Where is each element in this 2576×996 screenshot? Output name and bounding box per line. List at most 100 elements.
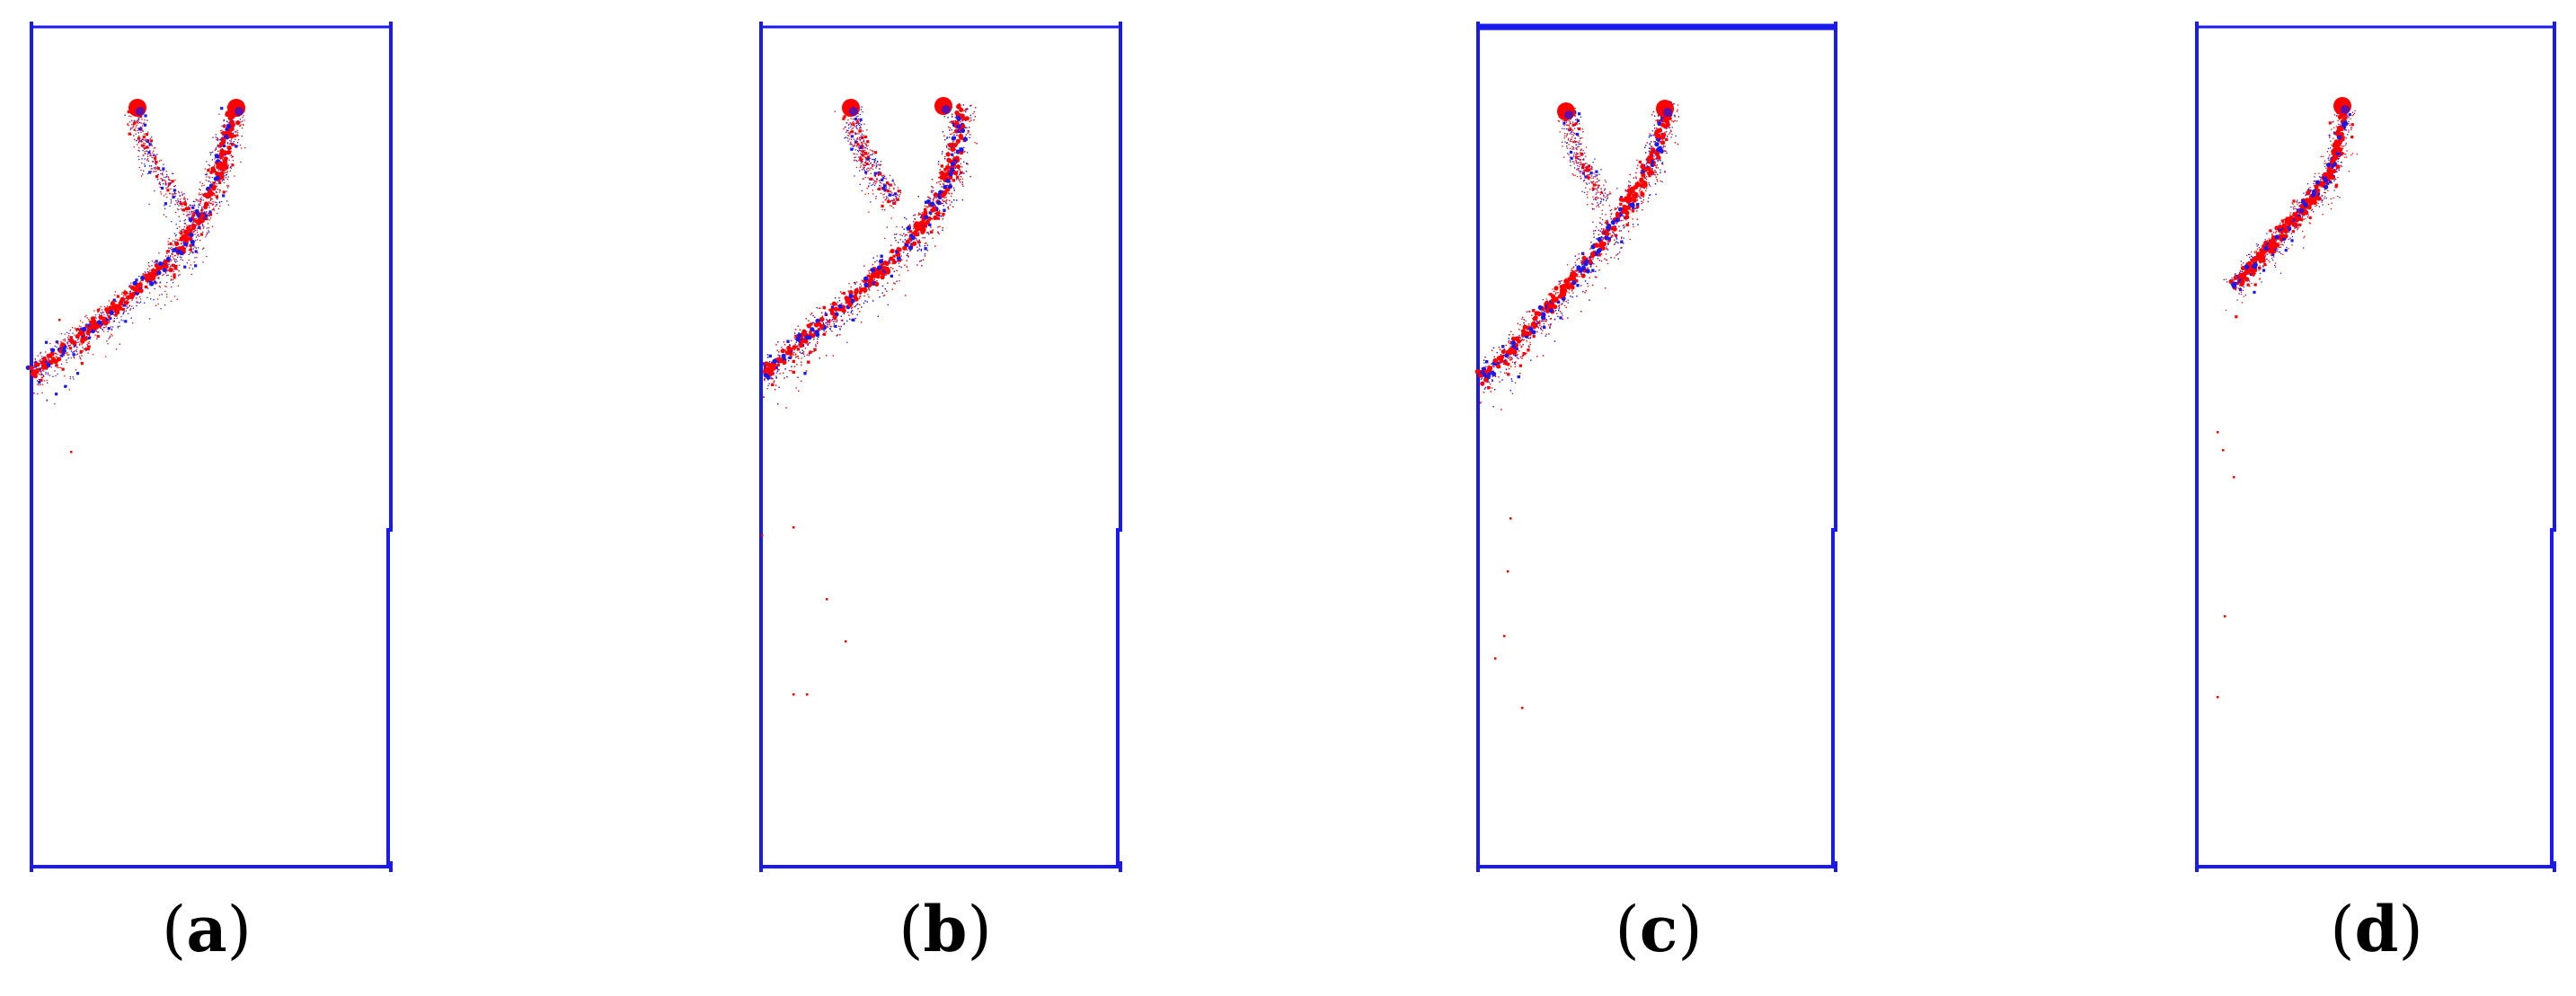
shear-crack-point: [141, 138, 143, 140]
shear-crack-point: [197, 247, 199, 249]
tension-crack-point: [55, 356, 57, 357]
tension-crack-point: [155, 168, 156, 170]
crack-origin-blob-core: [235, 107, 243, 116]
tension-crack-point: [188, 249, 190, 251]
shear-crack-point: [884, 287, 887, 290]
shear-crack-point: [69, 375, 71, 378]
tension-crack-point: [968, 131, 969, 133]
shear-crack-point: [875, 196, 877, 198]
tension-crack-point: [132, 322, 134, 324]
shear-crack-point: [205, 173, 207, 176]
tension-crack-point: [140, 169, 142, 172]
shear-crack-point: [194, 229, 196, 232]
shear-crack-point: [860, 154, 863, 156]
tension-crack-point: [797, 355, 799, 357]
shear-crack-point: [173, 270, 175, 272]
tension-crack-point: [214, 195, 217, 197]
tension-crack-point: [826, 355, 828, 357]
tension-crack-point: [60, 340, 62, 343]
tension-crack-point: [863, 265, 865, 267]
shear-crack-point: [881, 178, 884, 181]
tension-crack-point: [866, 148, 869, 150]
shear-crack-point: [191, 206, 195, 209]
tension-crack-point: [139, 140, 142, 142]
tension-crack-point: [55, 341, 57, 343]
tension-crack-point: [142, 136, 146, 139]
tension-crack-point: [108, 338, 110, 339]
tension-crack-point: [80, 326, 82, 328]
tension-crack-point: [857, 119, 859, 121]
tension-crack-point: [167, 274, 169, 276]
tension-crack-point: [779, 373, 781, 375]
tension-crack-point: [876, 178, 878, 180]
shear-crack-point: [128, 304, 131, 306]
crack-core-point: [810, 327, 815, 332]
tension-crack-point: [884, 177, 886, 180]
crack-core-point: [764, 361, 769, 366]
crack-core-point: [940, 193, 945, 198]
stray-crack-point: [826, 598, 828, 601]
crack-core-point: [29, 366, 34, 371]
tension-crack-point: [212, 151, 214, 153]
tension-crack-point: [896, 269, 898, 272]
tension-crack-point: [84, 347, 88, 351]
tension-crack-point: [208, 176, 210, 178]
shear-crack-point: [33, 361, 35, 364]
shear-crack-point: [1675, 135, 1677, 137]
shear-crack-point: [831, 318, 834, 321]
tension-crack-point: [850, 123, 852, 125]
crack-core-point: [846, 297, 852, 303]
panel-b-crack-points: [761, 97, 978, 696]
shear-crack-point: [766, 354, 769, 356]
shear-crack-point: [144, 165, 146, 167]
tension-crack-point: [810, 313, 812, 315]
shear-crack-point: [226, 120, 228, 123]
shear-crack-point: [129, 308, 132, 310]
tension-crack-point: [179, 232, 181, 234]
shear-crack-point: [866, 157, 870, 161]
tension-crack-point: [105, 356, 107, 357]
shear-crack-point: [857, 151, 860, 153]
tension-crack-point: [196, 229, 198, 231]
crack-core-point: [870, 268, 875, 273]
shear-crack-point: [917, 196, 919, 198]
shear-crack-point: [934, 204, 936, 207]
shear-crack-point: [809, 353, 810, 355]
tension-crack-point: [863, 123, 865, 125]
shear-crack-point: [937, 232, 939, 234]
tension-crack-point: [938, 176, 940, 179]
shear-crack-point: [943, 208, 946, 212]
tension-crack-point: [870, 172, 872, 174]
tension-crack-point: [226, 163, 228, 165]
shear-crack-point: [181, 191, 182, 193]
tension-crack-point: [219, 169, 221, 171]
tension-crack-point: [899, 252, 901, 254]
shear-crack-point: [87, 336, 91, 340]
shear-crack-point: [61, 352, 65, 356]
shear-crack-point: [888, 193, 892, 197]
shear-crack-point: [192, 200, 195, 203]
tension-crack-point: [41, 392, 43, 394]
tension-crack-point: [893, 182, 895, 184]
shear-crack-point: [210, 152, 212, 154]
tension-crack-point: [149, 150, 151, 152]
shear-crack-point: [803, 372, 807, 375]
tension-crack-point: [214, 201, 216, 203]
shear-crack-point: [818, 336, 819, 339]
shear-crack-point: [57, 373, 58, 375]
tension-crack-point: [893, 198, 895, 200]
shear-crack-point: [846, 320, 848, 322]
crack-core-point: [933, 215, 938, 220]
tension-crack-point: [876, 180, 878, 181]
tension-crack-point: [55, 364, 58, 367]
shear-crack-point: [851, 319, 853, 321]
shear-crack-point: [68, 332, 70, 335]
crack-core-point: [46, 362, 51, 367]
crack-core-point: [960, 113, 965, 119]
tension-crack-point: [195, 217, 197, 219]
shear-crack-point: [871, 167, 872, 169]
shear-crack-point: [52, 375, 54, 378]
tension-crack-point: [892, 202, 894, 204]
shear-crack-point: [181, 208, 183, 211]
tension-crack-point: [811, 350, 814, 353]
